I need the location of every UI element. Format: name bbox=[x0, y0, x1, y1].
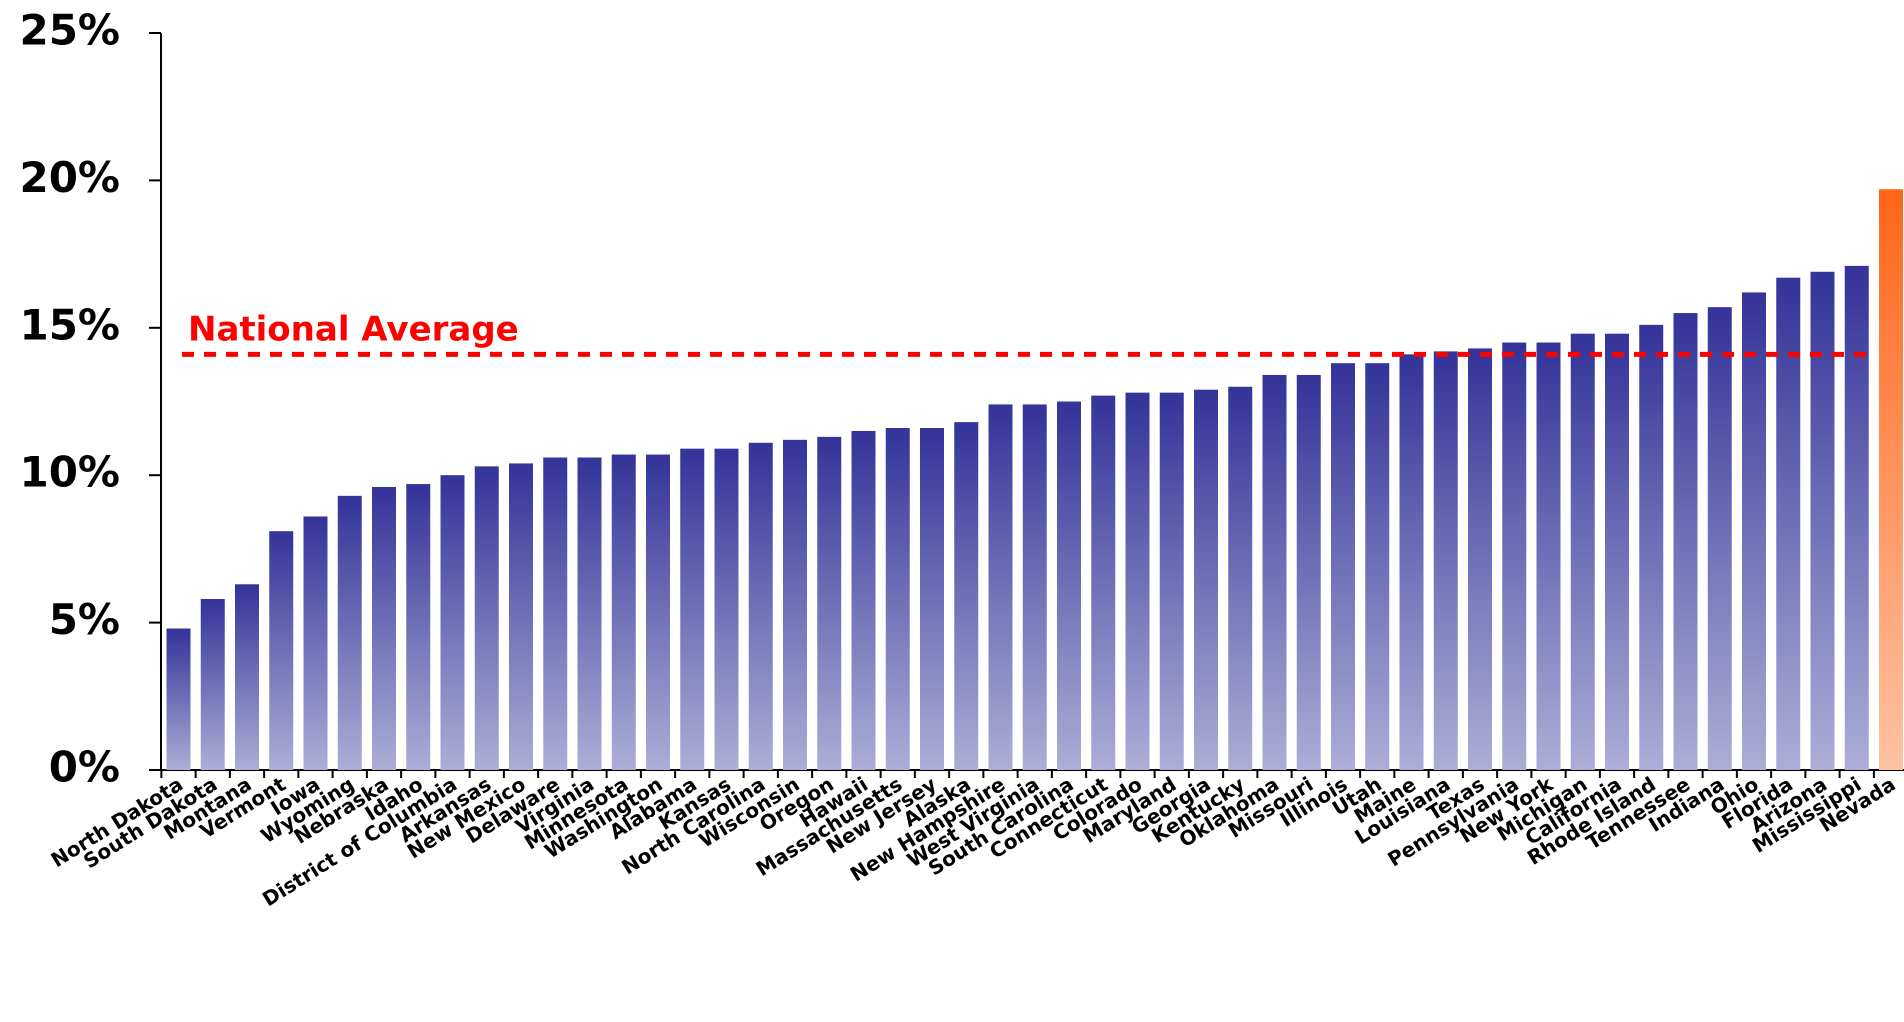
bar bbox=[269, 531, 294, 770]
bar bbox=[1468, 348, 1492, 770]
bar bbox=[303, 516, 328, 770]
bar bbox=[509, 463, 533, 770]
bar bbox=[406, 484, 431, 770]
y-tick-label: 15% bbox=[19, 300, 120, 349]
bar bbox=[337, 495, 362, 770]
bar bbox=[577, 457, 602, 770]
bar bbox=[646, 454, 670, 770]
y-tick-label: 25% bbox=[19, 6, 120, 55]
bar bbox=[543, 457, 568, 770]
bar bbox=[1776, 277, 1801, 770]
y-tick-label: 20% bbox=[19, 153, 120, 202]
bar bbox=[1125, 392, 1150, 770]
bar bbox=[954, 422, 979, 770]
bar bbox=[1605, 333, 1629, 770]
bar bbox=[1742, 292, 1766, 770]
bar bbox=[851, 430, 876, 770]
y-tick-label: 5% bbox=[49, 595, 120, 644]
bar bbox=[817, 436, 842, 770]
bar bbox=[1022, 404, 1047, 770]
bar bbox=[1262, 374, 1287, 770]
bar bbox=[1399, 354, 1424, 770]
bar bbox=[1502, 342, 1527, 770]
bar bbox=[1331, 363, 1355, 770]
bar bbox=[1673, 313, 1698, 770]
bar bbox=[235, 584, 259, 770]
bar bbox=[988, 404, 1013, 770]
bar bbox=[1879, 189, 1903, 770]
bar bbox=[1194, 389, 1218, 770]
bar bbox=[1844, 265, 1869, 770]
reference-label: National Average bbox=[188, 309, 519, 349]
bar bbox=[372, 486, 396, 770]
bar bbox=[1159, 392, 1184, 770]
bar bbox=[166, 628, 191, 770]
bar bbox=[1057, 401, 1081, 770]
y-tick-label: 0% bbox=[49, 743, 120, 792]
bar bbox=[1433, 351, 1458, 770]
bar bbox=[1228, 386, 1253, 770]
bar bbox=[1810, 271, 1835, 770]
bar bbox=[714, 448, 739, 770]
bar bbox=[1570, 333, 1595, 770]
bar bbox=[680, 448, 705, 770]
bar bbox=[440, 475, 465, 770]
bar bbox=[885, 428, 910, 770]
y-tick-label: 10% bbox=[19, 448, 120, 497]
bar bbox=[783, 439, 807, 770]
bar bbox=[1365, 363, 1390, 770]
bar bbox=[1707, 307, 1732, 770]
bar bbox=[1296, 374, 1321, 770]
bar bbox=[748, 442, 773, 770]
bar bbox=[200, 599, 225, 770]
bar bbox=[474, 466, 499, 770]
bar bbox=[1536, 342, 1561, 770]
bar bbox=[1639, 324, 1664, 770]
bar bbox=[1091, 395, 1116, 770]
bar bbox=[611, 454, 636, 770]
bar bbox=[920, 428, 944, 770]
